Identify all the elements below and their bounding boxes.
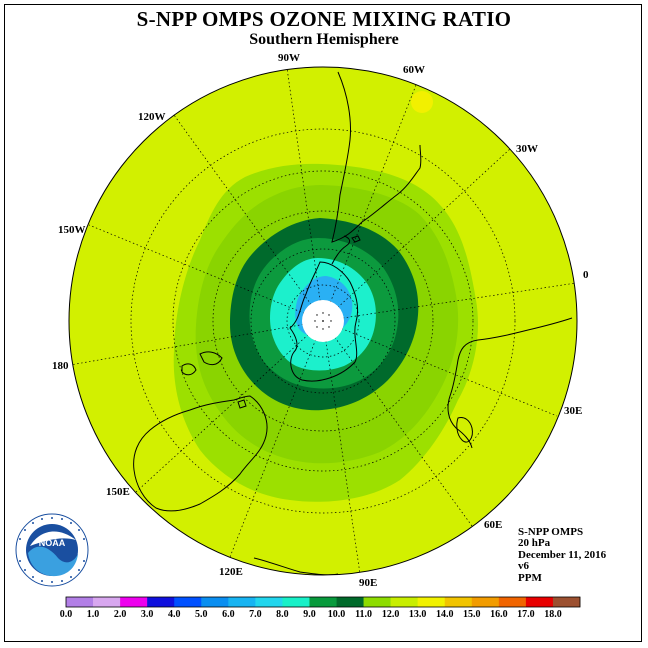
coastline-tasmania	[237, 399, 247, 409]
lon-label-30w: 30W	[516, 143, 538, 155]
meridian-90w	[286, 67, 324, 322]
graticule	[69, 67, 577, 575]
lon-label-30e: 30E	[564, 405, 582, 417]
latitude-circle	[212, 210, 434, 432]
info-version: v6	[518, 560, 530, 572]
colorbar-swatch	[147, 597, 175, 607]
logo-wave	[28, 546, 78, 577]
colorbar-tick-label: 13.0	[409, 609, 427, 620]
lon-label-0: 0	[583, 269, 589, 281]
colorbar-swatch	[255, 597, 283, 607]
logo-bird	[30, 531, 76, 546]
colorbar-tick-label: 5.0	[195, 609, 208, 620]
lon-label-60w: 60W	[403, 64, 425, 76]
colorbar-swatch	[552, 597, 581, 607]
band-12-spot	[411, 91, 433, 113]
colorbar-swatch	[228, 597, 256, 607]
colorbar-tick-label: 16.0	[490, 609, 508, 620]
colorbar: 0.0 1.0 2.0 3.0 4.0 5.0 6.0 7.0 8.0 9.0 10.0 11.0 12…	[60, 596, 581, 620]
colorbar-swatch	[282, 597, 310, 607]
info-block: S-NPP OMPS 20 hPa December 11, 2016 v6 P…	[518, 526, 607, 584]
colorbar-swatch	[444, 597, 473, 607]
meridian-0	[322, 282, 577, 322]
logo-ring-lettering	[19, 517, 85, 583]
lon-label-150e: 150E	[106, 486, 130, 498]
coastline-south-america	[331, 71, 422, 243]
colorbar-tick-label: 7.0	[249, 609, 262, 620]
info-level: 20 hPa	[518, 537, 551, 549]
colorbar-swatch	[498, 597, 527, 607]
lon-label-150w: 150W	[58, 224, 86, 236]
latitude-circle	[130, 128, 516, 514]
coastline-new-zealand	[181, 351, 223, 376]
lon-label-120e: 120E	[219, 566, 243, 578]
colorbar-tick-label: 2.0	[114, 609, 127, 620]
meridian-180	[69, 320, 324, 366]
map-disc-outline	[68, 66, 578, 576]
colorbar-tick-label: 1.0	[87, 609, 100, 620]
info-units: PPM	[518, 572, 542, 584]
colorbar-tick-label: 4.0	[168, 609, 181, 620]
colorbar-swatch	[363, 597, 391, 607]
colorbar-swatch	[471, 597, 500, 607]
colorbar-tick-label: 12.0	[382, 609, 400, 620]
pole-graticule-dots	[314, 312, 332, 330]
coastline-madagascar	[456, 417, 473, 443]
map-subtitle: Southern Hemisphere	[249, 31, 399, 48]
colorbar-tick-label: 6.0	[222, 609, 235, 620]
colorbar-tick-label: 9.0	[303, 609, 316, 620]
latitude-circle	[250, 248, 396, 394]
colorbar-tick-label: 8.0	[276, 609, 289, 620]
colorbar-tick-label: 3.0	[141, 609, 154, 620]
lon-label-60e: 60E	[484, 519, 502, 531]
coastlines	[133, 71, 573, 575]
coastline-antarctica	[289, 261, 359, 382]
colorbar-swatch	[309, 597, 337, 607]
colorbar-swatch	[93, 597, 121, 607]
colorbar-swatch	[336, 597, 364, 607]
coastline-africa	[447, 317, 573, 449]
latitude-circle	[286, 284, 360, 358]
colorbar-tick-label: 17.0	[517, 609, 535, 620]
info-date: December 11, 2016	[518, 549, 607, 561]
colorbar-tick-label: 10.0	[328, 609, 346, 620]
colorbar-swatch	[120, 597, 148, 607]
info-instrument: S-NPP OMPS	[518, 526, 583, 538]
colorbar-tick-label: 14.0	[436, 609, 454, 620]
lon-label-90w: 90W	[278, 52, 300, 64]
colorbar-tick-label: 11.0	[355, 609, 372, 620]
lon-label-120w: 120W	[138, 111, 166, 123]
colorbar-tick-label: 0.0	[60, 609, 73, 620]
coastline-falklands	[351, 235, 361, 243]
logo-text: NOAA	[39, 538, 66, 548]
colorbar-swatch	[174, 597, 202, 607]
lon-label-180: 180	[52, 360, 69, 372]
lon-label-90e: 90E	[359, 577, 377, 589]
colorbar-swatch	[525, 597, 554, 607]
colorbar-tick-label: 15.0	[463, 609, 481, 620]
colorbar-swatch	[417, 597, 446, 607]
colorbar-swatch	[201, 597, 229, 607]
latitude-circle	[172, 170, 474, 472]
colorbar-outline	[65, 596, 581, 608]
map-title: S-NPP OMPS OZONE MIXING RATIO	[136, 7, 512, 31]
coastline-australia	[133, 395, 268, 512]
colorbar-swatch	[390, 597, 418, 607]
noaa-logo: NOAA	[15, 513, 89, 587]
colorbar-tick-label: 18.0	[544, 609, 562, 620]
coastline-antarctic-peninsula	[331, 235, 351, 265]
colorbar-swatch	[66, 597, 94, 607]
meridian-90e	[322, 320, 361, 575]
